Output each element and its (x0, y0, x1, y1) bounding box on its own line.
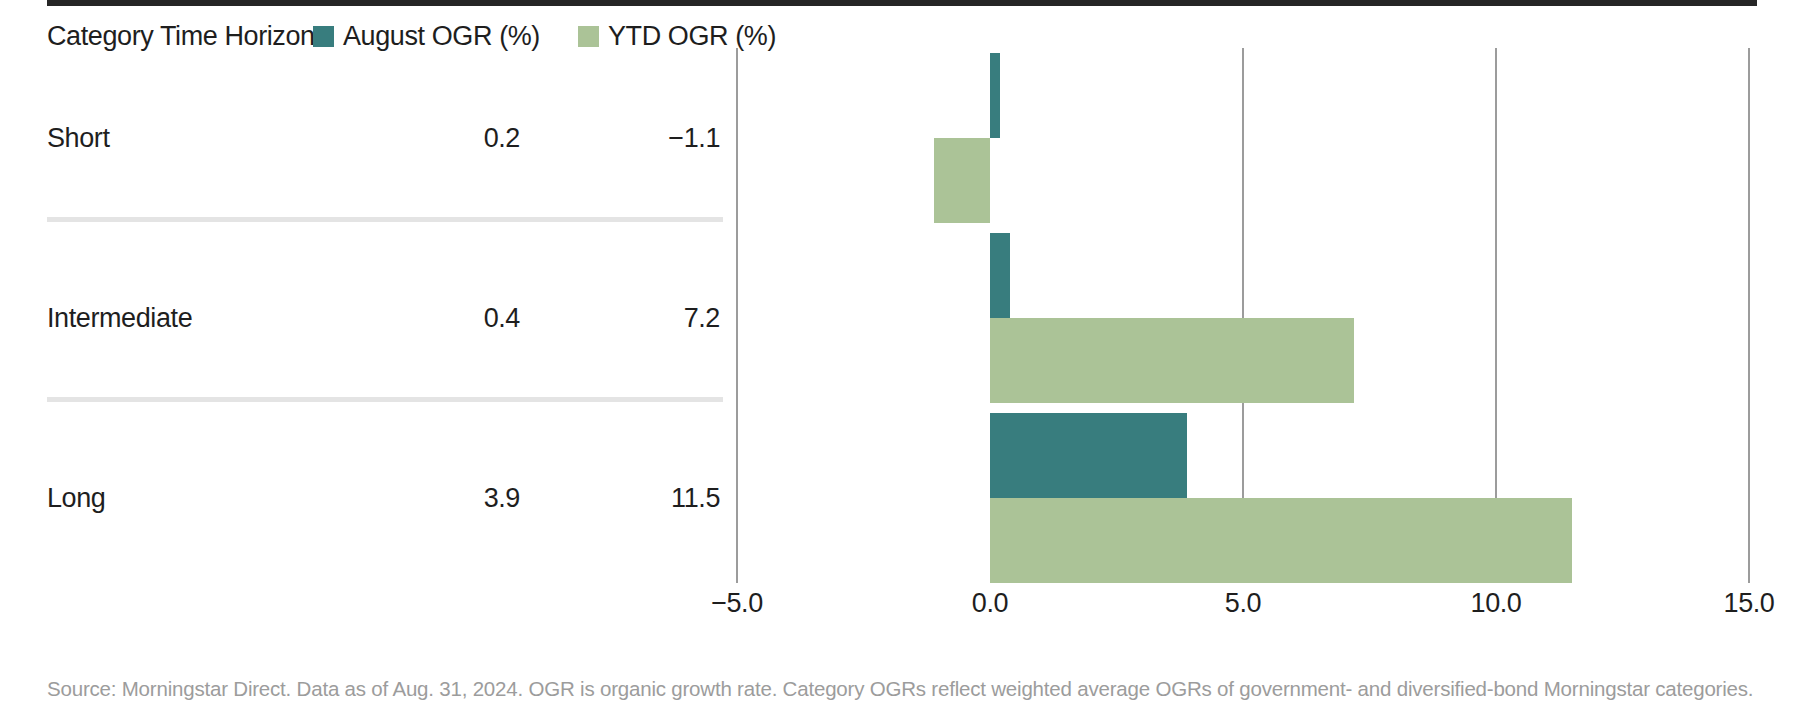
bar-ytd-ogr-long (990, 498, 1572, 583)
august-value-long: 3.9 (380, 481, 520, 515)
x-tick-label-0: 0.0 (935, 587, 1045, 619)
row-separator-1 (47, 217, 723, 222)
bar-ytd-ogr-intermediate (990, 318, 1354, 403)
legend-label-august-ogr: August OGR (%) (343, 20, 540, 52)
legend-label-ytd-ogr: YTD OGR (%) (608, 20, 776, 52)
legend-swatch-ytd-ogr (578, 26, 599, 47)
legend-item-august-ogr: August OGR (%) (313, 20, 540, 52)
bar-august-ogr-intermediate (990, 233, 1010, 318)
legend-swatch-august-ogr (313, 26, 334, 47)
x-tick-label-15: 15.0 (1694, 587, 1804, 619)
legend-item-ytd-ogr: YTD OGR (%) (578, 20, 776, 52)
source-note: Source: Morningstar Direct. Data as of A… (47, 676, 1753, 701)
bar-august-ogr-long (990, 413, 1187, 498)
august-value-intermediate: 0.4 (380, 301, 520, 335)
august-value-short: 0.2 (380, 121, 520, 155)
ytd-value-intermediate: 7.2 (580, 301, 720, 335)
bar-ytd-ogr-short (934, 138, 990, 223)
row-label-long: Long (47, 481, 105, 515)
chart-canvas: Category Time Horizon August OGR (%) YTD … (0, 0, 1812, 715)
x-tick-label-5: 5.0 (1188, 587, 1298, 619)
table-header-title: Category Time Horizon (47, 20, 315, 52)
top-rule (47, 0, 1757, 6)
row-label-intermediate: Intermediate (47, 301, 192, 335)
gridline-15 (1748, 48, 1750, 583)
gridline--5 (736, 48, 738, 583)
row-label-short: Short (47, 121, 110, 155)
ytd-value-short: −1.1 (580, 121, 720, 155)
row-separator-2 (47, 397, 723, 402)
ytd-value-long: 11.5 (580, 481, 720, 515)
x-tick-label--5: −5.0 (682, 587, 792, 619)
bar-august-ogr-short (990, 53, 1000, 138)
chart-legend: August OGR (%) YTD OGR (%) (313, 20, 776, 52)
x-tick-label-10: 10.0 (1441, 587, 1551, 619)
